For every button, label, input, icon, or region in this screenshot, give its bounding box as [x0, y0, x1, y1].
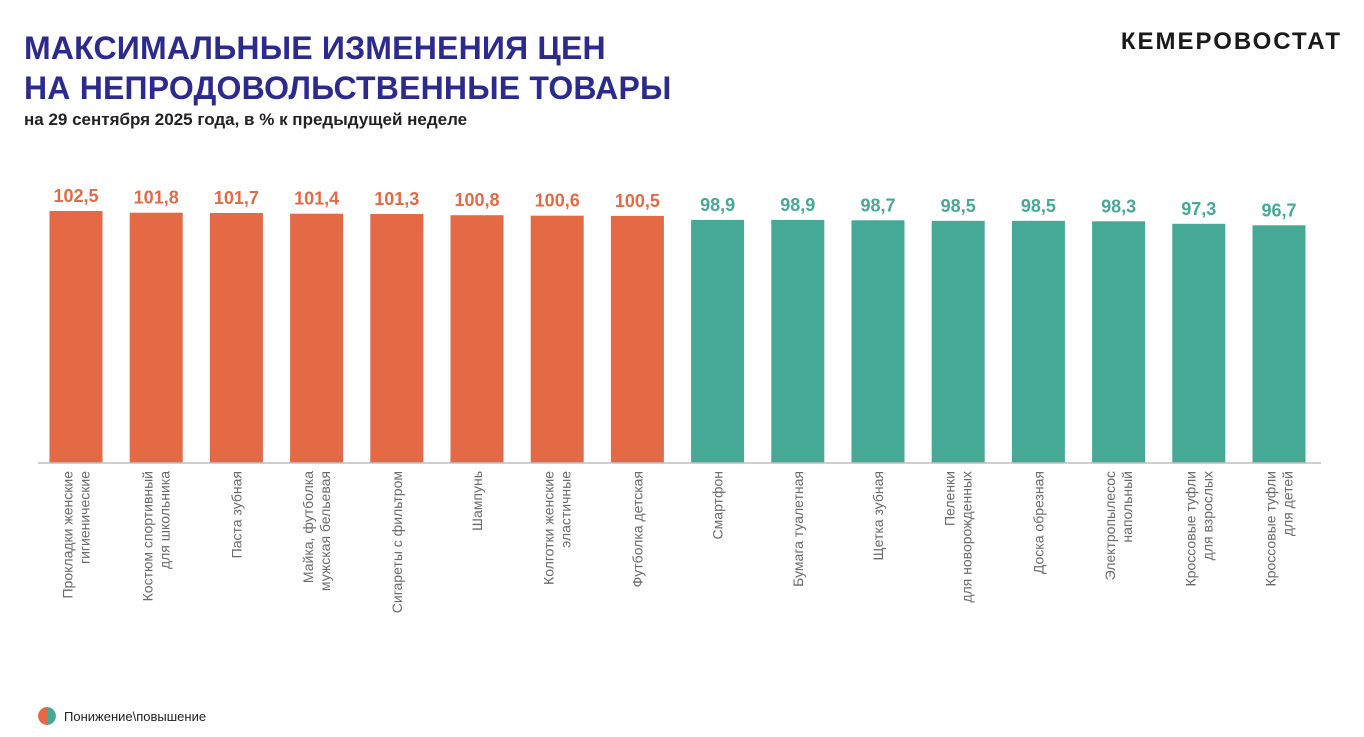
bar [450, 215, 504, 463]
category-label-line: Доска обрезная [1030, 471, 1046, 574]
category-label-line: для детей [1280, 471, 1296, 536]
bar-value-label: 98,5 [941, 196, 976, 216]
category-label: Пеленки для новорожденных [942, 471, 975, 603]
bar [931, 220, 985, 463]
bar [1092, 221, 1146, 463]
bar-value-label: 98,9 [780, 195, 815, 215]
category-label: Бумага туалетная [790, 471, 806, 587]
category-label-line: гигиенические [77, 471, 93, 564]
title-line-1: МАКСИМАЛЬНЫЕ ИЗМЕНЕНИЯ ЦЕН [24, 30, 606, 66]
category-label: Шампунь [469, 471, 485, 531]
chart-title: МАКСИМАЛЬНЫЕ ИЗМЕНЕНИЯ ЦЕН НА НЕПРОДОВОЛ… [24, 28, 672, 108]
category-label-line: Щетка зубная [870, 471, 886, 561]
bar [610, 215, 664, 463]
category-label-line: Майка, футболка [300, 471, 316, 583]
category-label: Кроссовые туфли для детей [1263, 471, 1296, 586]
bar-value-label: 101,3 [374, 189, 419, 209]
category-label: Щетка зубная [870, 471, 886, 561]
category-label: Смартфон [710, 471, 726, 539]
brand-logo-text: КЕМЕРОВОСТАТ [1120, 28, 1342, 55]
bar-value-label: 98,9 [700, 195, 735, 215]
category-label-line: Костюм спортивный [140, 471, 156, 601]
bar [290, 213, 344, 463]
category-label: Доска обрезная [1030, 471, 1046, 574]
chart-subtitle: на 29 сентября 2025 года, в % к предыдущ… [24, 110, 468, 129]
bar [1011, 220, 1065, 463]
category-label: Костюм спортивный для школьника [140, 471, 173, 602]
category-label: Колготки женские эластичные [541, 471, 574, 585]
bar-value-label: 98,7 [860, 195, 895, 215]
bar-value-label: 98,3 [1101, 196, 1136, 216]
category-label-line: Пеленки [942, 471, 958, 526]
category-label: Майка, футболка мужская бельевая [300, 471, 333, 591]
bar-value-label: 101,7 [214, 188, 259, 208]
bar-value-label: 100,6 [535, 191, 580, 211]
bar [691, 219, 745, 463]
category-label-line: для новорожденных [959, 471, 975, 603]
category-label: Паста зубная [228, 471, 244, 558]
category-label: Кроссовые туфли для взрослых [1182, 471, 1215, 586]
legend-swatch-icon [38, 707, 56, 725]
title-line-2: НА НЕПРОДОВОЛЬСТВЕННЫЕ ТОВАРЫ [24, 70, 672, 106]
bar [209, 213, 263, 463]
bar [129, 212, 183, 463]
category-label-line: для взрослых [1199, 471, 1215, 560]
category-label-line: Сигареты с фильтром [389, 471, 405, 613]
bar-value-label: 98,5 [1021, 196, 1056, 216]
category-label-line: Бумага туалетная [790, 471, 806, 587]
bar-value-label: 97,3 [1181, 199, 1216, 219]
bar-value-label: 101,4 [294, 189, 339, 209]
bar-value-label: 101,8 [134, 188, 179, 208]
bar [49, 211, 103, 463]
category-label-line: для школьника [157, 471, 173, 569]
category-label-line: эластичные [558, 471, 574, 548]
bar-value-label: 96,7 [1261, 200, 1296, 220]
legend: Понижение\повышение [38, 707, 206, 725]
category-label: Сигареты с фильтром [389, 471, 405, 613]
bar-chart: 102,5 Прокладки женские гигиенические 101,8… [38, 186, 1321, 613]
bar-value-label: 100,5 [615, 191, 660, 211]
bar [370, 214, 424, 463]
category-label-line: Шампунь [469, 471, 485, 531]
category-label-line: напольный [1119, 471, 1135, 543]
category-label-line: Смартфон [710, 471, 726, 539]
category-label-line: Электропылесос [1102, 471, 1118, 580]
category-label-line: Прокладки женские [60, 471, 76, 599]
category-label: Электропылесос напольный [1102, 471, 1135, 580]
bar [530, 215, 584, 463]
bar [1172, 223, 1226, 463]
category-label: Прокладки женские гигиенические [60, 471, 93, 599]
category-label-line: Колготки женские [541, 471, 557, 585]
bar-value-label: 100,8 [454, 190, 499, 210]
category-label-line: Кроссовые туфли [1263, 471, 1279, 586]
category-label: Футболка детская [629, 471, 645, 587]
legend-label: Понижение\повышение [64, 708, 207, 724]
category-label-line: мужская бельевая [317, 471, 333, 591]
bar [1252, 225, 1306, 463]
bar [851, 220, 905, 463]
bar [771, 219, 825, 463]
category-label-line: Паста зубная [228, 471, 244, 558]
bar-value-label: 102,5 [53, 186, 98, 206]
category-label-line: Футболка детская [629, 471, 645, 587]
category-label-line: Кроссовые туфли [1182, 471, 1198, 586]
